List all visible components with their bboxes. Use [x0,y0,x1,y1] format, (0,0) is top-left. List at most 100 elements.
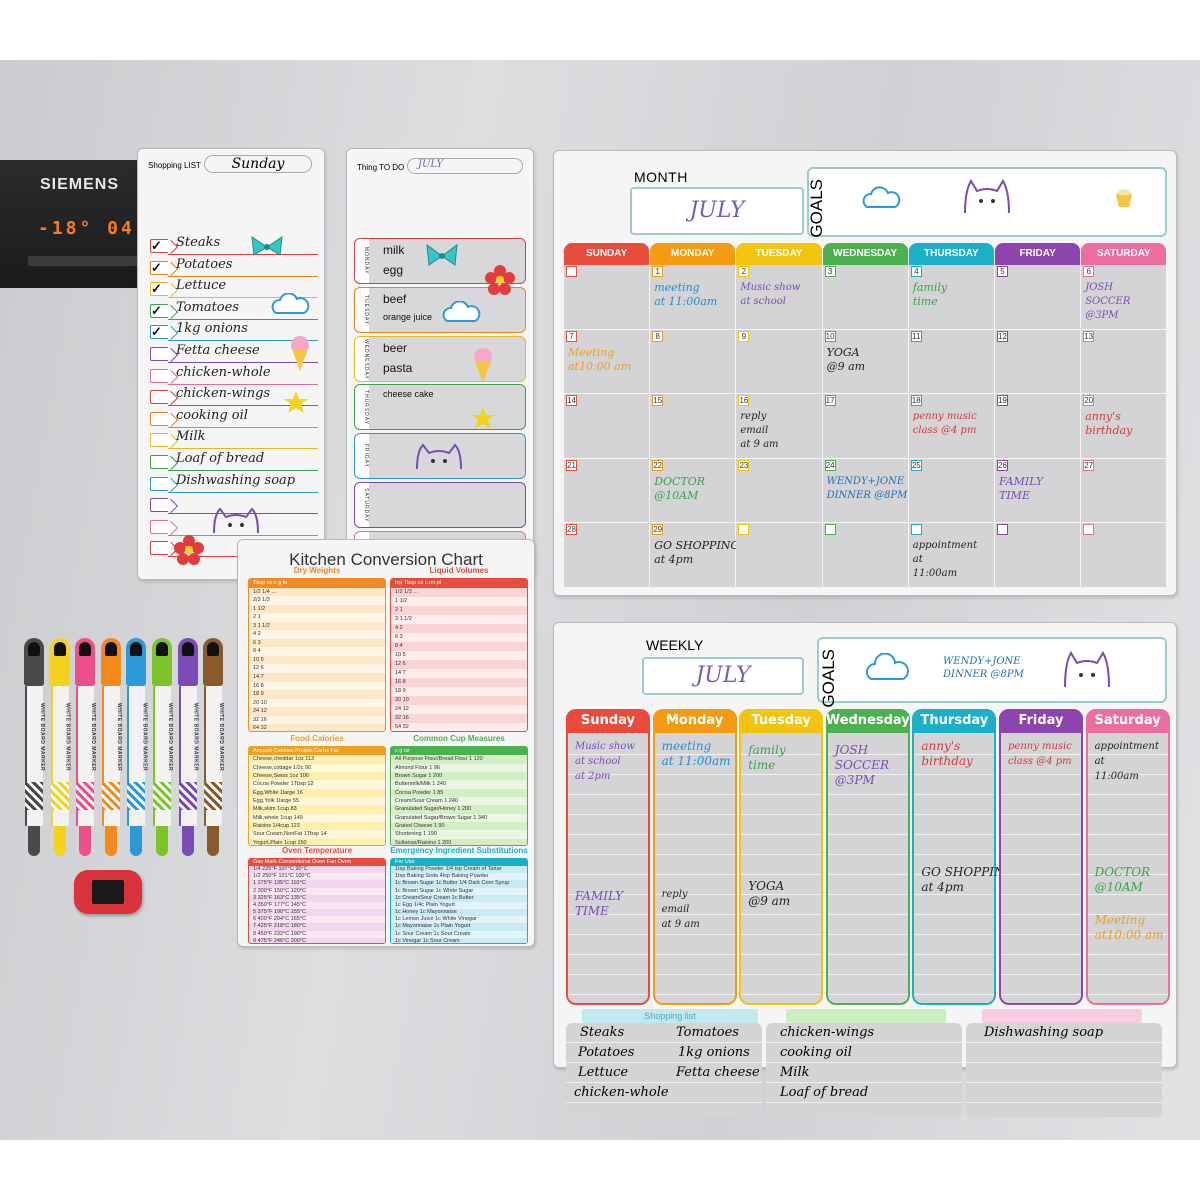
chart-table-row: tsp Tbsp oz c ml pt [391,579,527,588]
shopping-list-row[interactable]: Milk [150,429,318,450]
shopping-list-row[interactable] [150,494,318,515]
calendar-day-cell[interactable]: 20 anny's birthday [1081,394,1168,459]
column-ruled-lines [568,735,648,1003]
week-day-header: Saturday [1085,709,1170,733]
week-day-column[interactable]: Sunday Music show at school at 2pm FAMILY … [566,709,650,1005]
calendar-day-cell[interactable]: 25 [908,458,995,524]
calendar-day-cell[interactable]: 5 [995,265,1082,330]
calendar-day-cell[interactable]: 11 [908,329,995,395]
chart-table-row: Brown Sugar 1 200 [391,771,527,781]
calendar-day-cell[interactable]: 22 DOCTOR @10AM [650,458,737,524]
calendar-day-cell[interactable]: 15 [650,394,737,459]
calendar-day-cell[interactable]: 7 Meeting at10:00 am [564,329,651,395]
calendar-day-cell[interactable]: 16 reply email at 9 am [736,394,823,459]
column-ruled-lines [1001,735,1081,1003]
calendar-day-cell[interactable]: 9 [736,329,823,395]
calendar-day-cell[interactable]: 19 [995,394,1082,459]
calendar-note: YOGA @9 am [826,345,866,373]
shopping-list-row[interactable]: Fetta cheese [150,343,318,364]
calendar-day-cell[interactable]: 26 FAMILY TIME [995,458,1082,524]
shopping-list-row[interactable]: ✓ Steaks [150,235,318,256]
todo-day-box[interactable]: SATURDAY [354,482,526,528]
calendar-day-cell[interactable]: 10 YOGA @9 am [822,329,909,395]
calendar-day-cell[interactable]: 4 family time [908,265,995,330]
calendar-day-cell[interactable]: 29 GO SHOPPING at 4pm [650,523,739,588]
todo-day-box[interactable]: TUESDAY beef orange juice [354,286,526,333]
week-day-column[interactable]: Friday penny music class @4 pm [999,709,1083,1005]
marker-tip [181,826,194,856]
todo-item-text: beer [383,340,408,355]
calendar-day-cell[interactable]: 21 [564,458,651,524]
calendar-day-cell[interactable]: 6 JOSH SOCCER @3PM [1081,265,1168,330]
shopping-list-row[interactable]: Loaf of bread [150,451,318,472]
week-shopping-item: Tomatoes [676,1025,739,1040]
whiteboard-marker[interactable]: WHITE BOARD MARKER [203,638,224,860]
calendar-day-cell[interactable] [736,523,823,588]
shopping-list-header: Shopping LIST [148,161,201,170]
calendar-day-cell[interactable]: 24 WENDY+JONE DINNER @8PM [822,458,909,524]
calendar-day-cell[interactable]: 18 penny music class @4 pm [908,394,995,459]
chart-table-row: 1 1/2 [249,604,385,614]
whiteboard-marker[interactable]: WHITE BOARD MARKER [75,638,96,860]
week-day-column[interactable]: Saturday appointment at 11:00am DOCTOR @10… [1085,709,1170,1005]
shopping-list-row[interactable]: ✓ Potatoes [150,257,318,278]
chart-table-row: Shortening 1 190 [391,830,527,839]
week-day-header: Monday [652,709,737,733]
marker-grip [25,782,43,810]
magnetic-eraser[interactable] [74,870,142,914]
weekday-header: SATURDAY [1081,243,1167,265]
day-number [997,524,1008,536]
calendar-day-cell[interactable] [1081,523,1168,588]
whiteboard-marker[interactable]: WHITE BOARD MARKER [49,638,71,860]
week-note: Music show at school at 2pm [575,741,635,782]
week-shopping-box[interactable]: chicken-wings cooking oil Milk Loaf of brea… [766,1023,962,1117]
whiteboard-marker[interactable]: WHITE BOARD MARKER [152,638,173,860]
whiteboard-marker[interactable]: WHITE BOARD MARKER [100,638,122,860]
calendar-day-cell[interactable]: 17 [822,394,909,459]
shopping-list-row[interactable]: chicken-wings [150,386,318,407]
week-shopping-box[interactable]: Steaks Tomatoes Potatoes 1kg onions Lettuce F… [566,1023,762,1117]
row-line [168,340,318,342]
shopping-list-row[interactable]: ✓ Tomatoes [150,300,318,321]
whiteboard-marker[interactable]: WHITE BOARD MARKER [24,638,45,860]
todo-item-text: pasta [383,360,413,375]
chart-table-row: 1/2 1/3 ... [391,588,527,597]
calendar-note: appointment at 11:00am [912,540,978,580]
month-goals-label: GOALS [807,179,826,238]
week-day-column[interactable]: Thursday anny's birthday GO SHOPPING at 4p… [912,709,1014,1005]
calendar-day-cell[interactable]: 3 [822,265,909,330]
shopping-list-row[interactable]: chicken-whole [150,365,318,386]
calendar-day-cell[interactable]: 23 [736,458,823,524]
calendar-day-cell[interactable] [822,523,909,588]
todo-day-box[interactable]: FRIDAY [354,433,526,480]
whiteboard-marker[interactable]: WHITE BOARD MARKER [177,638,199,860]
whiteboard-marker[interactable]: WHITE BOARD MARKER [126,638,147,860]
calendar-day-cell[interactable]: 27 [1081,458,1168,524]
chart-table-row: 6 3 [391,633,527,642]
calendar-day-cell[interactable]: 13 [1081,329,1168,395]
shopping-list-row[interactable]: ✓ Lettuce [150,278,318,299]
chart-table-row: 24 12 [391,705,527,714]
calendar-day-cell[interactable]: 14 [564,394,651,459]
todo-day-box[interactable]: THURSDAY cheese cake [354,384,526,431]
things-to-do-board: Thing TO DO JULY MONDAY milk egg TUESDAY bee… [346,148,534,580]
chart-table-row: 1c Brown Sugar 1c Butter 1/4 Dark Corn S… [391,880,527,888]
shopping-list-row[interactable]: Dishwashing soap [150,473,318,494]
week-day-column[interactable]: Tuesday family time YOGA @9 am [739,709,824,1005]
calendar-day-cell[interactable]: 8 [650,329,737,395]
calendar-day-cell[interactable]: 1 meeting at 11:00am [650,265,737,330]
calendar-day-cell[interactable]: 2 Music show at school [736,265,823,330]
shopping-list-row[interactable]: ✓ 1kg onions [150,321,318,342]
shopping-list-row[interactable] [150,516,318,537]
shopping-list-row[interactable]: cooking oil [150,408,318,429]
calendar-day-cell[interactable] [995,523,1082,588]
calendar-day-cell[interactable]: 28 [564,523,651,588]
week-day-column[interactable]: Wednesday JOSH SOCCER @3PM [825,709,910,1005]
calendar-day-cell[interactable] [564,265,651,330]
week-shopping-box[interactable]: Dishwashing soap [966,1023,1162,1117]
week-day-column[interactable]: Monday meeting at 11:00am reply email at 9… [652,709,737,1005]
calendar-day-cell[interactable]: 12 [995,329,1082,395]
todo-day-box[interactable]: WEDNESDAY beer pasta [354,335,526,382]
todo-day-label: TUESDAY [363,294,369,325]
calendar-day-cell[interactable]: appointment at 11:00am [908,523,995,588]
